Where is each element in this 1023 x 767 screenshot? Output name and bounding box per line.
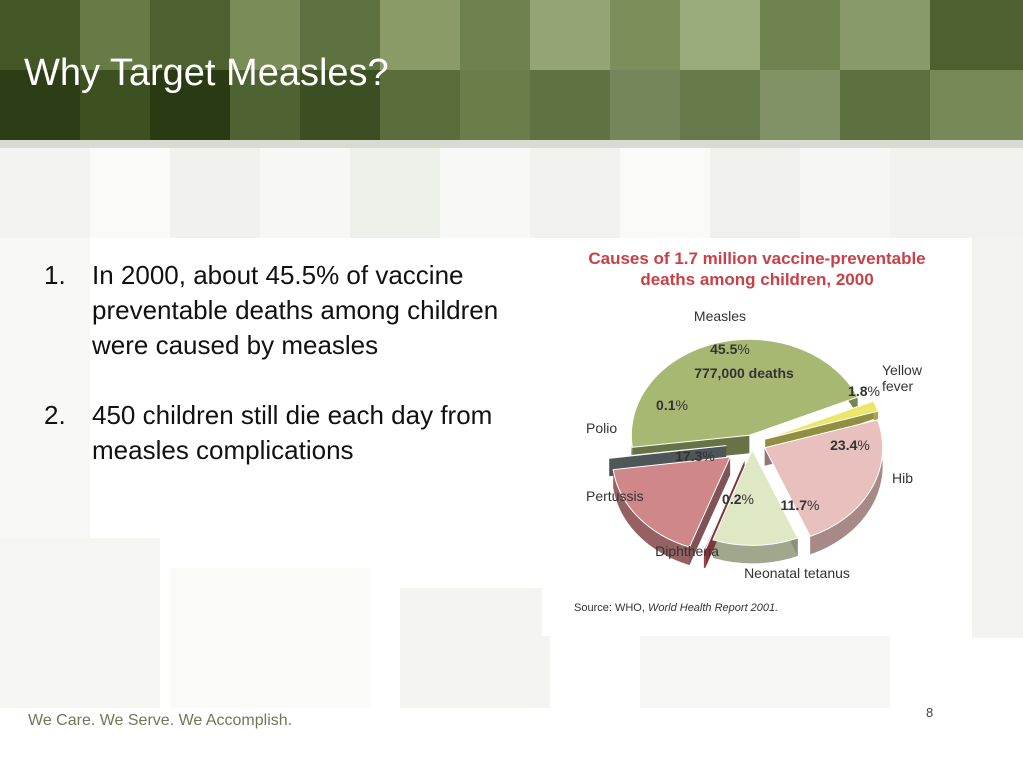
slice-value-measles: 45.5%	[710, 341, 750, 357]
banner-divider	[0, 140, 1023, 148]
banner-mosaic	[0, 0, 1023, 140]
bullet-item: 2. 450 children still die each day from …	[44, 398, 514, 468]
measles-deaths-label: 777,000 deaths	[694, 365, 794, 381]
chart-title-line-1: Causes of 1.7 million vaccine-preventabl…	[588, 249, 925, 268]
bullet-number: 2.	[44, 400, 66, 430]
slice-name-neonatal-tetanus: Neonatal tetanus	[744, 565, 850, 581]
slice-pertussis	[612, 456, 731, 548]
slice-wall-pertussis	[689, 457, 731, 566]
slice-neonatal-tetanus	[712, 448, 799, 546]
bullet-text: 450 children still die each day from mea…	[92, 400, 493, 465]
footer-tagline: We Care. We Serve. We Accomplish.	[28, 712, 293, 729]
slice-diphtheria	[703, 459, 746, 551]
slice-name-measles: Measles	[694, 308, 746, 324]
slice-value-polio: 0.1%	[656, 397, 688, 413]
page-number: 8	[926, 705, 934, 720]
slide-title: Why Target Measles?	[24, 52, 389, 94]
slice-measles	[630, 338, 859, 448]
slice-name-diphtheria: Diphtheria	[655, 543, 719, 559]
slice-name-polio: Polio	[586, 420, 617, 436]
bullet-list: 1. In 2000, about 45.5% of vaccine preve…	[44, 258, 514, 503]
slice-side-diphtheria	[703, 549, 706, 569]
chart-title-line-2: deaths among children, 2000	[640, 270, 873, 289]
chart-source: Source: WHO, World Health Report 2001.	[574, 602, 778, 614]
title-banner: Why Target Measles?	[0, 0, 1023, 140]
slice-side-pertussis	[613, 469, 690, 566]
slice-value-hib: 23.4%	[830, 437, 870, 453]
slice-value-pertussis: 17.3%	[675, 448, 715, 464]
slice-yellow-fever	[764, 400, 879, 440]
slice-side-hib	[810, 419, 883, 555]
pie-chart-card: Causes of 1.7 million vaccine-preventabl…	[542, 238, 972, 636]
pie-chart: Causes of 1.7 million vaccine-preventabl…	[574, 249, 926, 614]
bullet-number: 1.	[44, 260, 66, 290]
slice-polio	[608, 445, 727, 459]
slice-name-yellow-fever: Yellow fever	[882, 362, 923, 394]
slice-value-diphtheria: 0.2%	[722, 491, 754, 507]
bullet-item: 1. In 2000, about 45.5% of vaccine preve…	[44, 258, 514, 363]
slice-hib	[763, 419, 884, 537]
bullet-text: In 2000, about 45.5% of vaccine preventa…	[92, 260, 499, 360]
slice-name-hib: Hib	[892, 470, 913, 486]
slice-value-neonatal-tetanus: 11.7%	[781, 497, 820, 513]
slice-value-yellow-fever: 1.8%	[848, 383, 880, 399]
slice-name-pertussis: Pertussis	[586, 488, 644, 504]
